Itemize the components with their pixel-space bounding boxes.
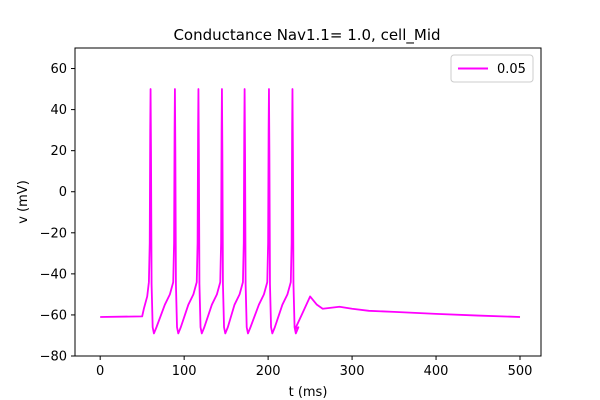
legend-box bbox=[450, 54, 534, 83]
x-tick-label: 200 bbox=[256, 364, 281, 379]
x-tick-label: 400 bbox=[424, 364, 449, 379]
y-tick-label: 0 bbox=[59, 185, 67, 200]
legend: 0.05 bbox=[450, 54, 534, 83]
y-tick-label: 20 bbox=[50, 144, 67, 159]
x-tick-label: 500 bbox=[508, 364, 533, 379]
y-tick-label: −40 bbox=[40, 267, 67, 282]
x-axis: 0 100 200 300 400 500 bbox=[96, 356, 532, 379]
series-layer bbox=[100, 88, 521, 335]
plot-area bbox=[74, 47, 542, 357]
y-axis-label: v (mV) bbox=[16, 180, 31, 224]
y-tick-label: −80 bbox=[40, 350, 67, 365]
chart-title: Conductance Nav1.1= 1.0, cell_Mid bbox=[173, 26, 440, 45]
x-tick-label: 300 bbox=[340, 364, 365, 379]
x-tick-label: 100 bbox=[172, 364, 197, 379]
x-tick-label: 0 bbox=[96, 364, 104, 379]
y-axis: −80 −60 −40 −20 0 20 40 60 bbox=[40, 62, 75, 365]
legend-entry-label: 0.05 bbox=[497, 62, 526, 77]
x-axis-label: t (ms) bbox=[289, 385, 328, 400]
series-line-0 bbox=[100, 88, 521, 335]
y-tick-label: −20 bbox=[40, 226, 67, 241]
y-tick-label: −60 bbox=[40, 308, 67, 323]
y-tick-label: 60 bbox=[50, 62, 67, 77]
y-tick-label: 40 bbox=[50, 103, 67, 118]
